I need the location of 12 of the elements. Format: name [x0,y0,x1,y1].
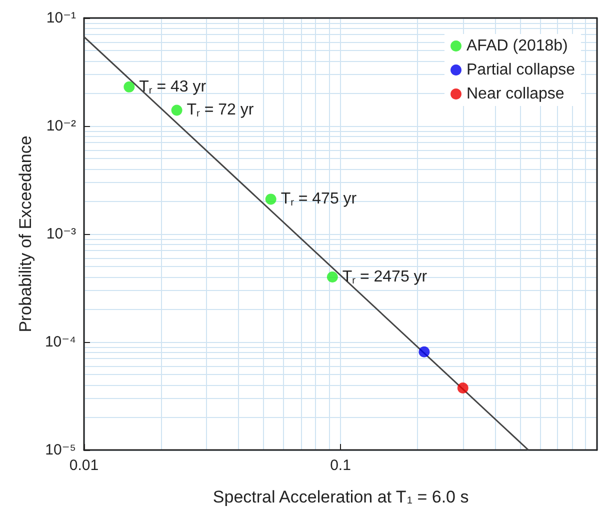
x-tick-label: 0.01 [69,457,99,474]
legend-label: Partial collapse [466,62,576,78]
y-tick-label: 10⁻³ [46,226,76,242]
x-axis-title: Spectral Acceleration at T1 = 6.0 s [212,488,469,506]
legend-label: AFAD (2018b) [466,38,568,54]
y-tick-label: 10⁻¹ [46,10,76,26]
y-axis-title: Probability of Exceedance [16,136,35,332]
legend-label: Near collapse [466,86,564,102]
y-tick-label: 10⁻⁵ [45,442,76,458]
x-tick-label: 0.1 [330,457,351,474]
y-tick-label: 10⁻⁴ [44,334,76,350]
y-tick-label: 10⁻² [46,118,76,134]
